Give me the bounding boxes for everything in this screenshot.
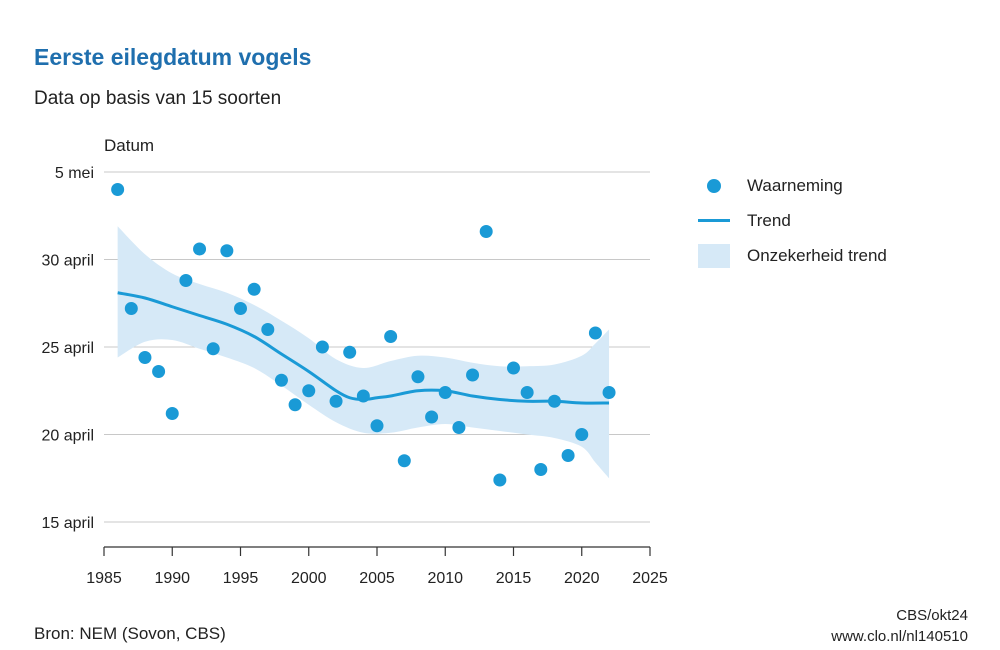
credit-note: CBS/okt24 www.clo.nl/nl140510: [831, 605, 968, 647]
data-point: [397, 454, 411, 468]
x-tick-label: 1985: [86, 570, 122, 587]
data-point: [356, 389, 370, 403]
legend-item-waarneming: Waarneming: [698, 168, 887, 203]
data-point: [534, 463, 548, 476]
legend-label: Waarneming: [747, 175, 843, 195]
data-point: [220, 244, 234, 258]
credit-line-1: CBS/okt24: [896, 607, 968, 624]
x-tick-label: 2020: [564, 570, 600, 587]
data-point: [152, 365, 166, 378]
data-point: [138, 351, 152, 364]
data-point: [438, 386, 452, 399]
data-point: [561, 449, 575, 462]
data-point: [507, 361, 520, 375]
data-point: [111, 183, 125, 196]
x-tick-label: 2015: [496, 570, 532, 587]
chart-title: Eerste eilegdatum vogels: [34, 44, 312, 70]
line-icon: [698, 209, 730, 233]
data-point: [384, 330, 398, 343]
legend: Waarneming Trend Onzekerheid trend: [698, 168, 887, 273]
data-point: [520, 386, 534, 399]
data-point: [493, 473, 507, 487]
legend-item-trend: Trend: [698, 203, 887, 238]
data-point: [302, 384, 316, 398]
data-point: [234, 302, 247, 315]
data-point: [479, 225, 493, 238]
x-tick-label: 1995: [223, 570, 259, 587]
source-note: Bron: NEM (Sovon, CBS): [34, 624, 226, 643]
x-tick-label: 1990: [154, 570, 190, 587]
x-tick-label: 2000: [291, 570, 327, 587]
y-tick-label: 5 mei: [55, 165, 94, 182]
data-point: [425, 410, 439, 424]
data-point: [124, 302, 138, 315]
y-tick-label: 15 april: [42, 515, 94, 532]
data-point: [274, 373, 288, 387]
data-point: [370, 419, 384, 433]
data-point: [411, 370, 425, 384]
y-tick-label: 30 april: [42, 253, 94, 270]
x-tick-label: 2025: [632, 570, 668, 587]
legend-item-onzekerheid: Onzekerheid trend: [698, 238, 887, 273]
y-tick-label: 20 april: [42, 428, 94, 445]
data-point: [602, 386, 616, 399]
y-tick-label: 25 april: [42, 340, 94, 357]
credit-line-2: www.clo.nl/nl140510: [831, 628, 968, 645]
uncertainty-band: [117, 226, 610, 479]
x-tick-label: 2010: [427, 570, 463, 587]
data-point: [288, 398, 302, 412]
band-icon: [698, 243, 730, 268]
data-point: [247, 282, 261, 296]
legend-label: Onzekerheid trend: [747, 245, 887, 265]
data-point: [315, 340, 329, 354]
data-point: [193, 242, 207, 256]
data-point: [206, 342, 220, 356]
dot-icon: [698, 174, 730, 198]
x-tick-label: 2005: [359, 570, 395, 587]
data-point: [588, 326, 602, 340]
data-point: [343, 345, 357, 359]
data-point: [452, 421, 466, 434]
data-point: [466, 368, 480, 382]
data-point: [575, 428, 589, 441]
legend-label: Trend: [747, 210, 791, 230]
data-point: [329, 394, 343, 408]
data-point: [261, 323, 275, 336]
chart-subtitle: Data op basis van 15 soorten: [34, 88, 282, 109]
data-point: [179, 274, 193, 287]
data-point: [165, 407, 179, 420]
data-point: [547, 394, 561, 408]
y-axis-label: Datum: [104, 136, 155, 155]
